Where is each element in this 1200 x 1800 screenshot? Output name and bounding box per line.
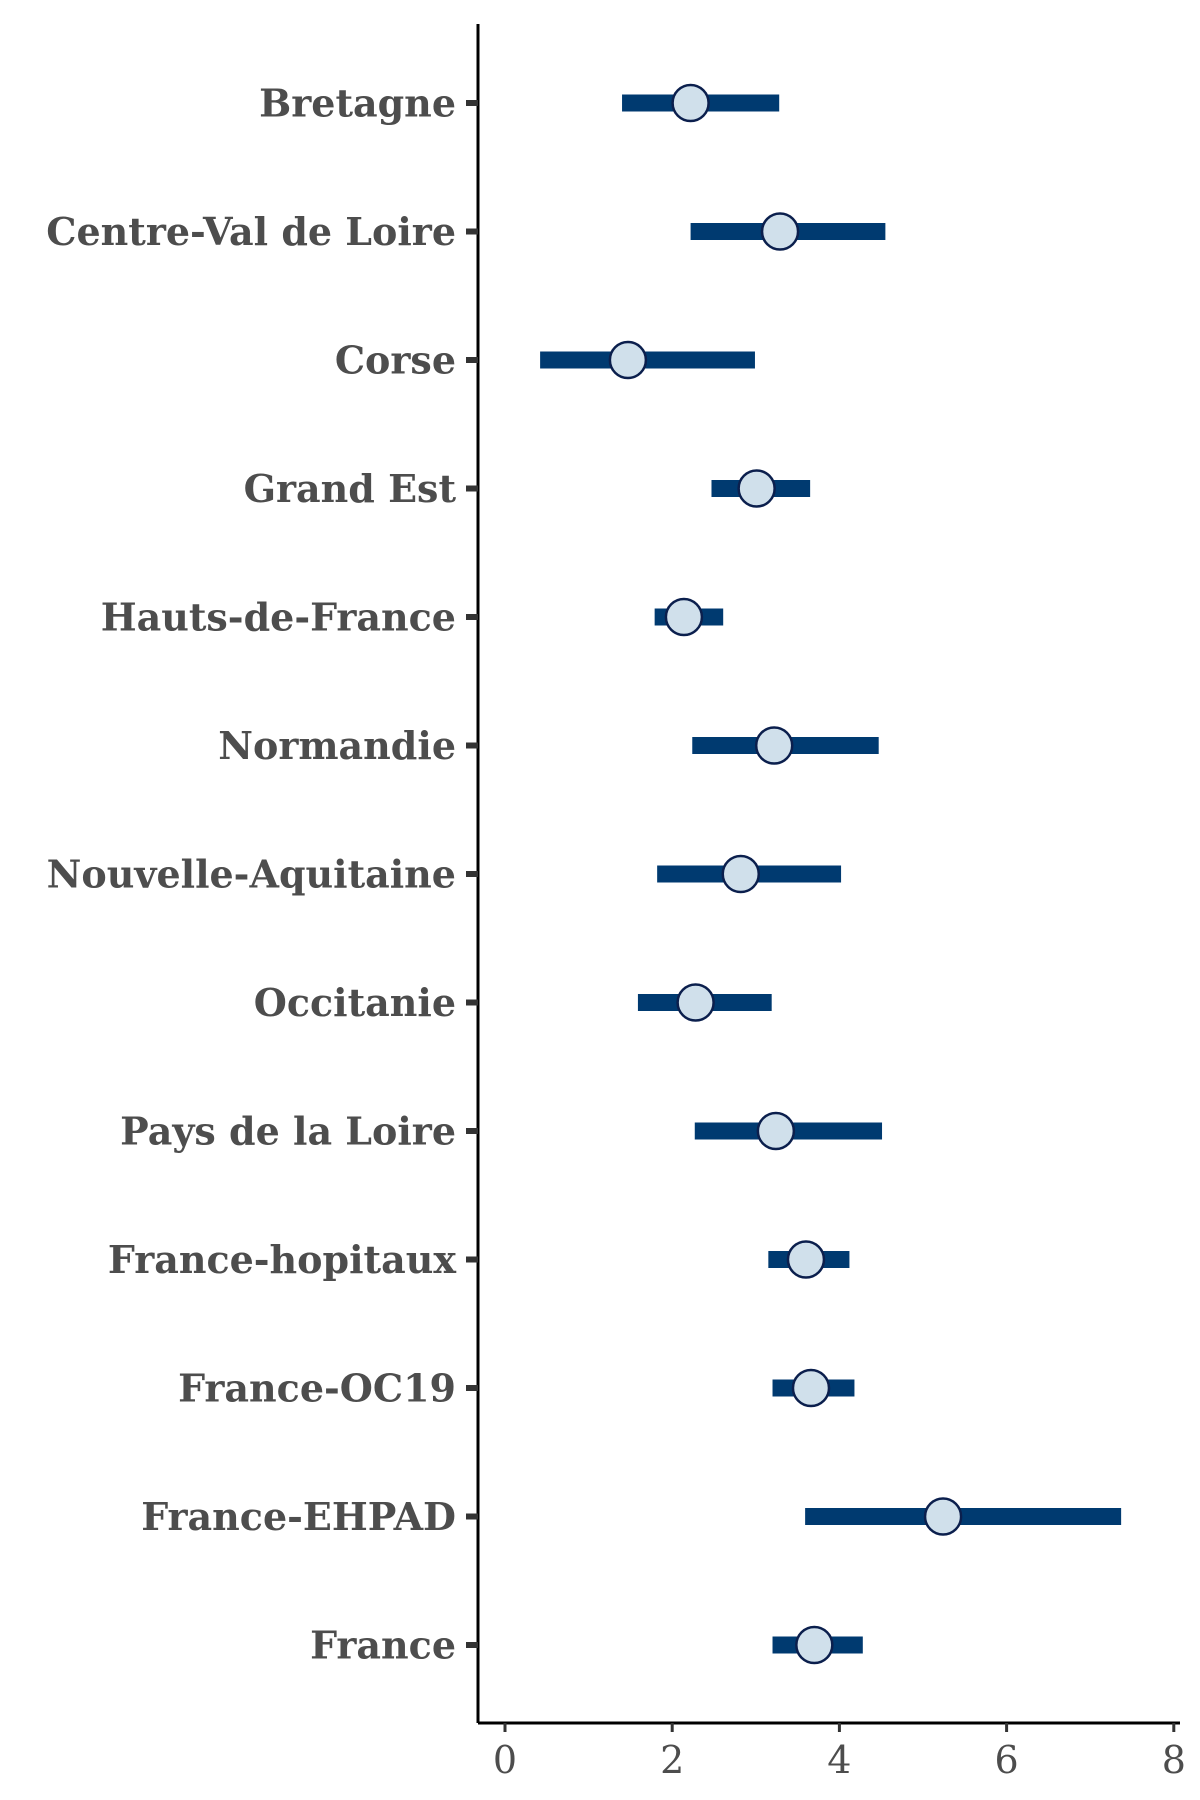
point-estimate [786,1240,826,1279]
y-tick-label: Normandie [218,723,456,768]
point-estimate [754,726,794,765]
y-tick-label: France-OC19 [178,1366,456,1411]
y-tick-label: France-hopitaux [108,1237,456,1282]
y-axis-ticks: Bretagne Centre-Val de Loire Corse Grand Es… [46,81,478,1668]
y-tick-label: France-EHPAD [141,1494,456,1539]
x-axis-ticks: 0 2 4 6 8 [493,1723,1186,1782]
point-estimate [608,340,648,380]
x-tick-label: 4 [827,1738,851,1782]
y-tick-label: France [310,1623,456,1668]
x-tick-label: 8 [1162,1738,1186,1782]
point-estimate [721,854,761,894]
point-estimate [756,1111,796,1151]
x-tick-label: 6 [995,1738,1019,1782]
point-estimate [791,1368,831,1408]
y-tick-label: Hauts-de-France [101,595,456,640]
y-tick-label: Nouvelle-Aquitaine [47,852,456,897]
point-estimate [676,983,715,1022]
point-estimate [760,212,800,251]
x-tick-label: 0 [493,1738,517,1782]
y-tick-label: Grand Est [244,466,457,511]
y-tick-label: Centre-Val de Loire [46,209,456,254]
y-tick-label: Pays de la Loire [120,1109,456,1154]
point-estimate [664,597,704,637]
y-tick-label: Occitanie [254,980,456,1025]
x-tick-label: 2 [660,1738,684,1782]
point-estimate [737,469,776,508]
point-estimate [671,83,710,123]
point-estimate [795,1625,834,1665]
point-estimate [923,1497,963,1536]
plot-marks [540,83,1122,1665]
y-tick-label: Bretagne [259,81,456,126]
y-tick-label: Corse [335,338,456,383]
